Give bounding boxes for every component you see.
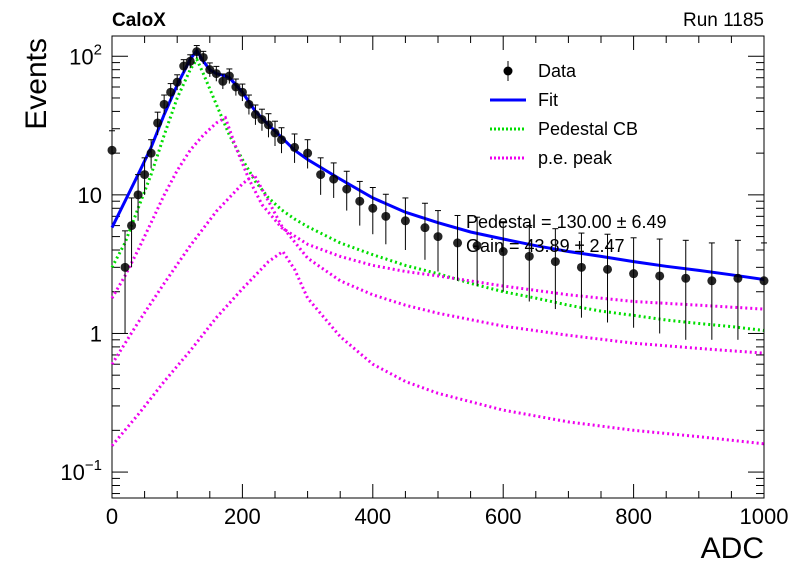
x-tick-label: 1000 bbox=[740, 504, 789, 529]
data-point bbox=[192, 47, 202, 57]
fit-param-gain: Gain = 43.89 ± 2.47 bbox=[466, 236, 625, 256]
data-point bbox=[707, 276, 717, 286]
y-tick-label: 102 bbox=[69, 41, 102, 69]
fit-parameters: Pedestal = 130.00 ± 6.49 Gain = 43.89 ± … bbox=[466, 212, 667, 256]
x-axis-title: ADC bbox=[701, 532, 764, 565]
data-point bbox=[172, 77, 182, 87]
y-axis-title: Events bbox=[20, 38, 53, 130]
y-tick-label-base: 10 bbox=[78, 183, 102, 208]
data-point bbox=[244, 99, 254, 109]
legend-label: Data bbox=[538, 61, 577, 81]
data-point bbox=[453, 238, 463, 248]
y-tick-label: 10−1 bbox=[60, 457, 102, 485]
data-point bbox=[733, 273, 743, 283]
data-point bbox=[166, 87, 176, 97]
data-point bbox=[329, 174, 339, 184]
data-point bbox=[629, 269, 639, 279]
data-point bbox=[368, 203, 378, 213]
data-point bbox=[237, 87, 247, 97]
data-point bbox=[420, 223, 430, 233]
data-point bbox=[316, 170, 326, 180]
data-point bbox=[655, 271, 665, 281]
data-point bbox=[603, 264, 613, 274]
legend: Data Fit Pedestal CB p.e. peak bbox=[490, 61, 638, 168]
y-tick-label: 1 bbox=[90, 321, 102, 346]
data-point bbox=[107, 145, 117, 155]
data-point bbox=[290, 142, 300, 152]
data-point bbox=[472, 241, 482, 251]
data-point bbox=[263, 120, 273, 130]
data-point bbox=[524, 251, 534, 261]
data-point bbox=[159, 99, 169, 109]
data-point bbox=[381, 211, 391, 221]
data-point bbox=[550, 257, 560, 267]
x-tick-label: 400 bbox=[354, 504, 391, 529]
data-points bbox=[107, 45, 769, 340]
series-line-pedestal-cb bbox=[110, 56, 765, 332]
data-point bbox=[198, 52, 208, 62]
x-tick-label: 600 bbox=[485, 504, 522, 529]
data-point bbox=[277, 135, 287, 145]
data-point bbox=[270, 128, 280, 138]
y-tick-label: 10 bbox=[78, 183, 102, 208]
data-point bbox=[342, 184, 352, 194]
y-tick-label-base: 10 bbox=[60, 460, 84, 485]
data-point bbox=[681, 273, 691, 283]
data-point bbox=[140, 170, 150, 180]
x-tick-label: 0 bbox=[106, 504, 118, 529]
data-point bbox=[185, 56, 195, 66]
series-line-p-e-peak-3 bbox=[110, 249, 765, 447]
data-point bbox=[179, 61, 189, 71]
data-point bbox=[127, 221, 137, 231]
run-label: Run 1185 bbox=[683, 10, 764, 31]
data-point bbox=[146, 148, 156, 158]
legend-label: Pedestal CB bbox=[538, 119, 638, 139]
y-tick-label-exponent: −1 bbox=[85, 457, 102, 474]
experiment-label: CaloX bbox=[112, 10, 166, 31]
y-tick-label-base: 1 bbox=[90, 321, 102, 346]
y-tick-label-base: 10 bbox=[69, 44, 93, 69]
data-point bbox=[250, 109, 260, 119]
legend-label: Fit bbox=[538, 90, 558, 110]
legend-marker-data bbox=[503, 66, 513, 76]
data-point bbox=[498, 247, 508, 257]
series-line-p-e-peak-1 bbox=[110, 115, 765, 311]
data-point bbox=[257, 114, 267, 124]
fit-param-pedestal: Pedestal = 130.00 ± 6.49 bbox=[466, 212, 667, 232]
data-point bbox=[211, 69, 221, 79]
data-point bbox=[303, 148, 313, 158]
legend-label: p.e. peak bbox=[538, 148, 613, 168]
data-point bbox=[153, 118, 163, 128]
y-tick-label-exponent: 2 bbox=[94, 41, 102, 58]
data-point bbox=[231, 82, 241, 92]
data-point bbox=[205, 65, 215, 75]
data-point bbox=[759, 276, 769, 286]
data-point bbox=[133, 190, 143, 200]
data-point bbox=[218, 76, 228, 86]
data-point bbox=[355, 196, 365, 206]
data-point bbox=[120, 262, 130, 272]
x-tick-label: 200 bbox=[224, 504, 261, 529]
data-point bbox=[400, 216, 410, 226]
data-point bbox=[433, 232, 443, 242]
data-point bbox=[224, 71, 234, 81]
data-point bbox=[576, 262, 586, 272]
x-tick-label: 800 bbox=[615, 504, 652, 529]
